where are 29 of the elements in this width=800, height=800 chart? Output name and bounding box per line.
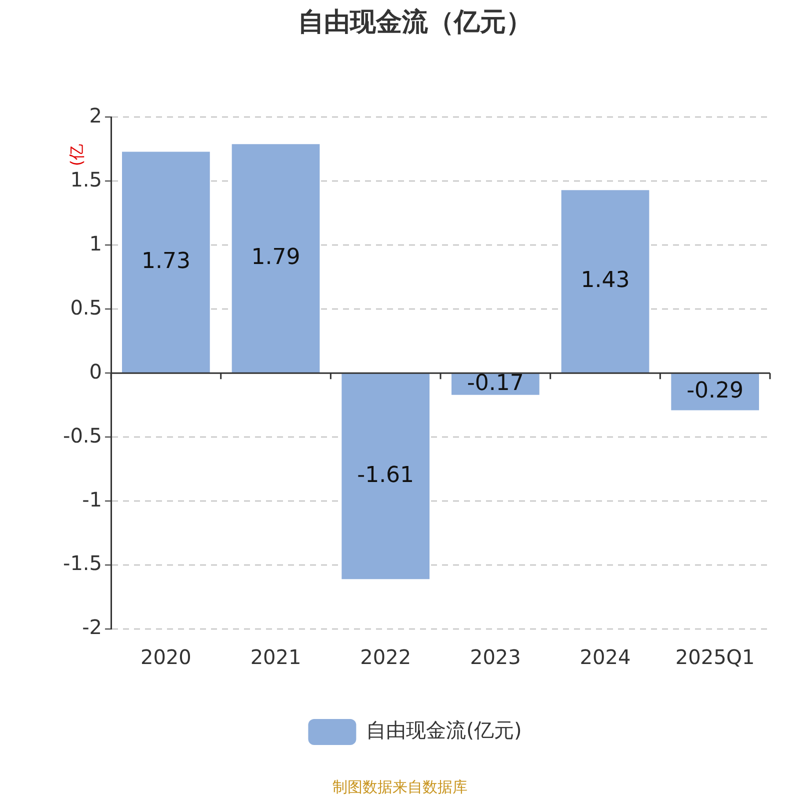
bar — [342, 374, 430, 580]
chart-title: 自由现金流（亿元） — [298, 7, 532, 38]
y-tick-label: 0.5 — [70, 295, 102, 320]
x-tick-label: 2023 — [470, 645, 521, 670]
x-tick-label: 2024 — [580, 645, 631, 670]
y-tick-label: -1.5 — [62, 551, 102, 576]
y-tick-label: -0.5 — [62, 423, 102, 448]
data-label: -1.61 — [357, 463, 414, 488]
data-label: 1.79 — [251, 245, 300, 270]
y-tick-label: 1.5 — [70, 167, 102, 192]
x-tick-label: 2022 — [360, 645, 412, 670]
data-label: -0.29 — [686, 378, 744, 404]
bar — [232, 144, 320, 373]
bar — [122, 152, 210, 373]
x-tick-label: 2025Q1 — [675, 645, 755, 670]
y-axis-title: (亿 — [67, 144, 86, 166]
legend-label: 自由现金流(亿元) — [366, 718, 522, 742]
y-tick-label: 0 — [89, 359, 102, 384]
data-label: 1.43 — [580, 268, 630, 294]
y-tick-label: -1 — [82, 487, 102, 512]
y-tick-label: 1 — [89, 231, 102, 256]
data-label: 1.73 — [141, 248, 190, 274]
data-label: -0.17 — [466, 370, 524, 396]
y-tick-label: -2 — [82, 615, 102, 640]
text: 制图数据来自数据库 — [332, 778, 468, 796]
bar — [561, 190, 650, 373]
x-tick-label: 2020 — [140, 645, 192, 670]
x-tick-label: 2021 — [250, 645, 302, 670]
y-tick-label: 2 — [89, 103, 102, 128]
